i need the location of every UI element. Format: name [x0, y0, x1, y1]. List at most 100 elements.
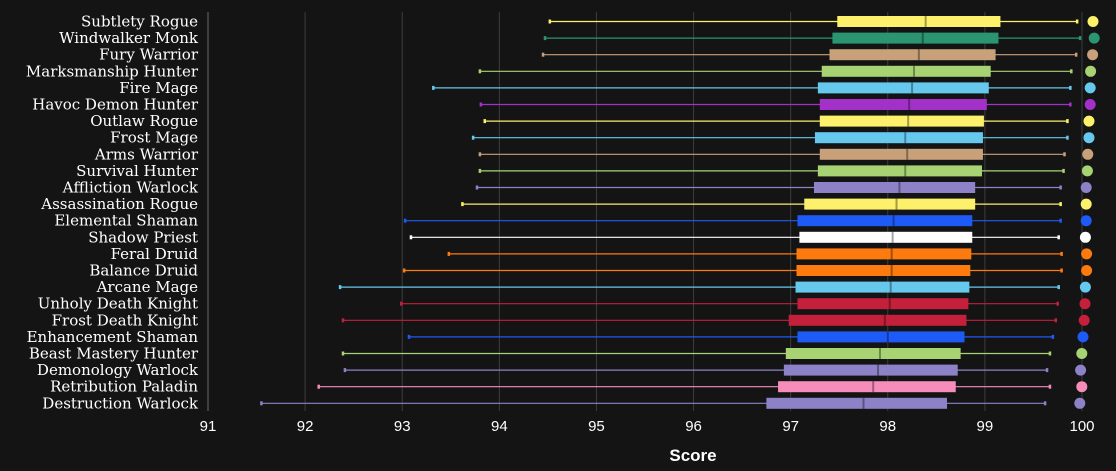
series-dot — [1083, 132, 1095, 144]
x-tick-label: 96 — [685, 418, 702, 435]
iqr-box — [817, 165, 982, 177]
iqr-box — [783, 364, 958, 376]
category-label: Fire Mage — [119, 79, 198, 97]
series-dot — [1088, 32, 1100, 44]
series-dot — [1087, 16, 1099, 27]
box-row — [341, 314, 1090, 326]
category-label: Subtlety Rogue — [81, 13, 198, 31]
box-row — [541, 49, 1099, 61]
series-dot — [1080, 182, 1092, 193]
category-label: Demonology Warlock — [37, 361, 199, 379]
category-label: Fury Warrior — [99, 46, 199, 64]
box-row — [548, 16, 1099, 27]
category-label: Affliction Warlock — [62, 179, 199, 197]
x-tick-labels: 91 92 93 94 95 96 97 98 99 100 — [200, 418, 1095, 435]
category-label: Elemental Shaman — [54, 212, 198, 230]
series-dot — [1085, 65, 1097, 77]
category-label: Enhancement Shaman — [27, 328, 199, 346]
iqr-box — [796, 248, 972, 260]
category-label: Destruction Warlock — [42, 394, 199, 412]
x-tick-label: 91 — [200, 418, 217, 435]
category-label: Havoc Demon Hunter — [32, 96, 199, 114]
iqr-box — [785, 348, 961, 359]
series-dot — [1079, 281, 1091, 293]
box-row — [543, 32, 1100, 44]
iqr-box — [814, 132, 983, 144]
x-axis-title: Score — [669, 446, 716, 465]
iqr-box — [797, 215, 973, 227]
x-tick-label: 99 — [977, 418, 994, 435]
series-dot — [1080, 215, 1092, 227]
series-dot — [1076, 348, 1088, 359]
iqr-box — [829, 49, 996, 61]
iqr-box — [799, 231, 973, 243]
box-row — [483, 115, 1095, 127]
series-dot — [1079, 298, 1091, 310]
box-row — [461, 198, 1092, 210]
category-label: Balance Druid — [89, 262, 198, 280]
category-label: Retribution Paladin — [50, 378, 198, 396]
series-dot — [1078, 314, 1090, 326]
box-row — [478, 65, 1097, 77]
box-row — [409, 231, 1091, 243]
iqr-box — [819, 148, 983, 160]
series-dot — [1084, 99, 1096, 110]
iqr-box — [795, 281, 970, 293]
iqr-box — [766, 397, 948, 409]
box-row — [478, 165, 1093, 177]
iqr-box — [821, 65, 991, 77]
x-tick-label: 98 — [879, 418, 896, 435]
iqr-box — [813, 182, 976, 193]
iqr-box — [796, 265, 971, 276]
category-label: Windwalker Monk — [59, 29, 199, 47]
series-dot — [1084, 82, 1096, 94]
box-row — [475, 182, 1092, 193]
box-row — [407, 331, 1089, 343]
x-tick-label: 92 — [297, 418, 314, 435]
series-dot — [1074, 397, 1086, 409]
iqr-box — [832, 32, 999, 44]
series-dot — [1087, 49, 1099, 61]
iqr-box — [819, 99, 987, 110]
x-tick-label: 94 — [491, 418, 508, 435]
category-label: Arms Warrior — [94, 145, 199, 163]
series-dot — [1081, 165, 1093, 177]
box-row — [317, 381, 1088, 393]
x-tick-label: 97 — [782, 418, 799, 435]
category-label: Frost Mage — [110, 129, 198, 147]
series-dot — [1083, 115, 1095, 127]
box-row — [478, 148, 1094, 160]
category-label: Frost Death Knight — [52, 311, 198, 329]
iqr-box — [837, 16, 1001, 27]
series-dot — [1076, 381, 1088, 393]
box-row — [403, 215, 1092, 227]
series-dot — [1081, 248, 1093, 260]
category-label: Arcane Mage — [96, 278, 199, 296]
box-row — [338, 281, 1091, 293]
series-dot — [1075, 364, 1087, 376]
series-dot — [1079, 231, 1091, 243]
iqr-box — [797, 298, 969, 310]
box-row — [400, 298, 1091, 310]
box-row — [341, 348, 1088, 359]
box-row — [471, 132, 1095, 144]
box-row — [343, 364, 1087, 376]
box-row — [447, 248, 1093, 260]
category-label: Unholy Death Knight — [38, 295, 198, 313]
series-dot — [1077, 331, 1089, 343]
iqr-box — [788, 314, 967, 326]
iqr-box — [817, 82, 989, 94]
x-tick-label: 93 — [394, 418, 411, 435]
iqr-box — [797, 331, 965, 343]
iqr-box — [778, 381, 956, 393]
x-tick-label: 95 — [588, 418, 605, 435]
grid-lines — [207, 12, 1083, 411]
category-label: Survival Hunter — [76, 162, 199, 180]
category-label: Marksmanship Hunter — [26, 62, 199, 80]
category-label: Feral Druid — [111, 245, 199, 263]
box-row — [402, 265, 1093, 276]
x-tick-label: 100 — [1069, 418, 1094, 435]
box-row — [479, 99, 1096, 110]
